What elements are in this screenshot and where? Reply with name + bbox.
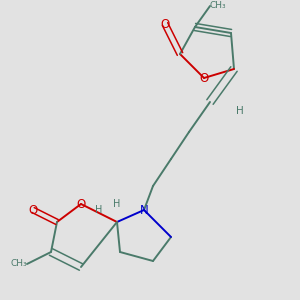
Text: H: H: [113, 199, 121, 209]
Text: CH₃: CH₃: [210, 2, 226, 10]
Text: CH₃: CH₃: [11, 260, 27, 268]
Text: O: O: [160, 17, 169, 31]
Text: H: H: [236, 106, 244, 116]
Polygon shape: [78, 202, 117, 222]
Text: H: H: [95, 205, 103, 215]
Text: O: O: [76, 197, 85, 211]
Text: O: O: [28, 203, 38, 217]
Text: N: N: [140, 203, 148, 217]
Text: O: O: [200, 71, 208, 85]
